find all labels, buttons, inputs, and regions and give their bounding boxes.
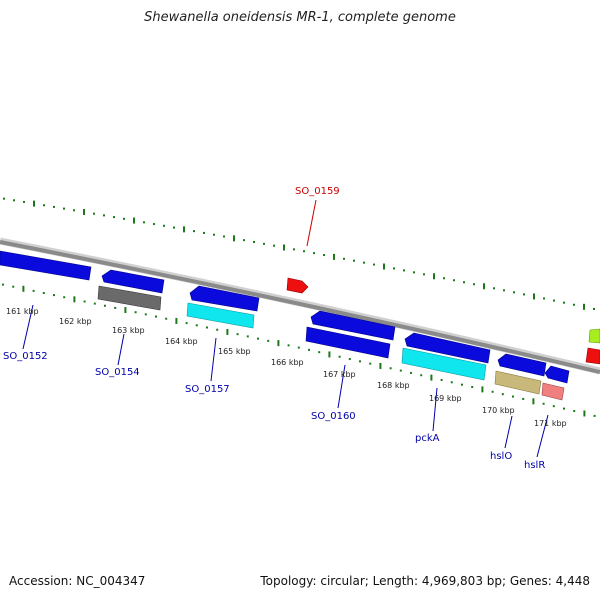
label-leader-line xyxy=(337,364,346,409)
label-leader-line xyxy=(210,337,217,382)
feature-cyan-1[interactable] xyxy=(186,302,255,329)
feature-so0154[interactable] xyxy=(101,269,165,294)
gene-label-so0154[interactable]: SO_0154 xyxy=(95,367,140,378)
gene-label-so0157[interactable]: SO_0157 xyxy=(185,384,230,395)
label-leader-line xyxy=(22,304,34,350)
genome-summary-text: Topology: circular; Length: 4,969,803 bp… xyxy=(260,574,590,588)
gene-label-hslr[interactable]: hslR xyxy=(524,460,545,471)
gene-label-hslo[interactable]: hslO xyxy=(490,451,512,462)
ruler-label: 164 kbp xyxy=(165,337,198,346)
ruler-label: 168 kbp xyxy=(377,381,410,390)
feature-hslo-upstream[interactable] xyxy=(497,353,547,377)
label-leader-line xyxy=(432,387,438,432)
gene-label-so0160[interactable]: SO_0160 xyxy=(311,411,356,422)
feature-so0160a[interactable] xyxy=(310,310,396,341)
inner-tick-track xyxy=(2,283,596,417)
feature-so0152[interactable] xyxy=(0,250,92,281)
map-title: Shewanella oneidensis MR-1, complete gen… xyxy=(144,10,456,25)
label-leader-line xyxy=(306,199,317,247)
accession-text: Accession: NC_004347 xyxy=(9,574,146,588)
feature-edge-green[interactable] xyxy=(588,328,600,344)
feature-hslr-upstream[interactable] xyxy=(544,365,570,384)
label-leader-line xyxy=(117,333,125,366)
feature-pcka[interactable] xyxy=(401,347,487,381)
label-leader-line xyxy=(504,415,513,449)
label-leader-line xyxy=(536,414,549,458)
ruler-label: 161 kbp xyxy=(6,307,39,316)
ruler-label: 166 kbp xyxy=(271,358,304,367)
ruler-label: 162 kbp xyxy=(59,317,92,326)
feature-hslo[interactable] xyxy=(494,370,542,395)
ruler-label: 167 kbp xyxy=(323,370,356,379)
genome-backbone-line xyxy=(0,240,600,374)
feature-pcka-upstream[interactable] xyxy=(404,332,491,364)
outer-tick-track xyxy=(3,197,595,310)
feature-hslr[interactable] xyxy=(541,382,565,401)
ruler-label: 163 kbp xyxy=(112,326,145,335)
ruler-label: 170 kbp xyxy=(482,406,515,415)
gene-label-so0159[interactable]: SO_0159 xyxy=(295,186,340,197)
feature-edge-red[interactable] xyxy=(585,347,600,365)
gene-label-so0152[interactable]: SO_0152 xyxy=(3,351,48,362)
ruler-label: 165 kbp xyxy=(218,347,251,356)
ruler-label: 169 kbp xyxy=(429,394,462,403)
feature-so0159[interactable] xyxy=(286,277,309,294)
gene-label-pcka[interactable]: pckA xyxy=(415,433,440,444)
feature-so0160[interactable] xyxy=(305,326,391,359)
feature-gray[interactable] xyxy=(97,285,162,311)
feature-so0157[interactable] xyxy=(189,285,260,312)
ruler-label: 171 kbp xyxy=(534,419,567,428)
